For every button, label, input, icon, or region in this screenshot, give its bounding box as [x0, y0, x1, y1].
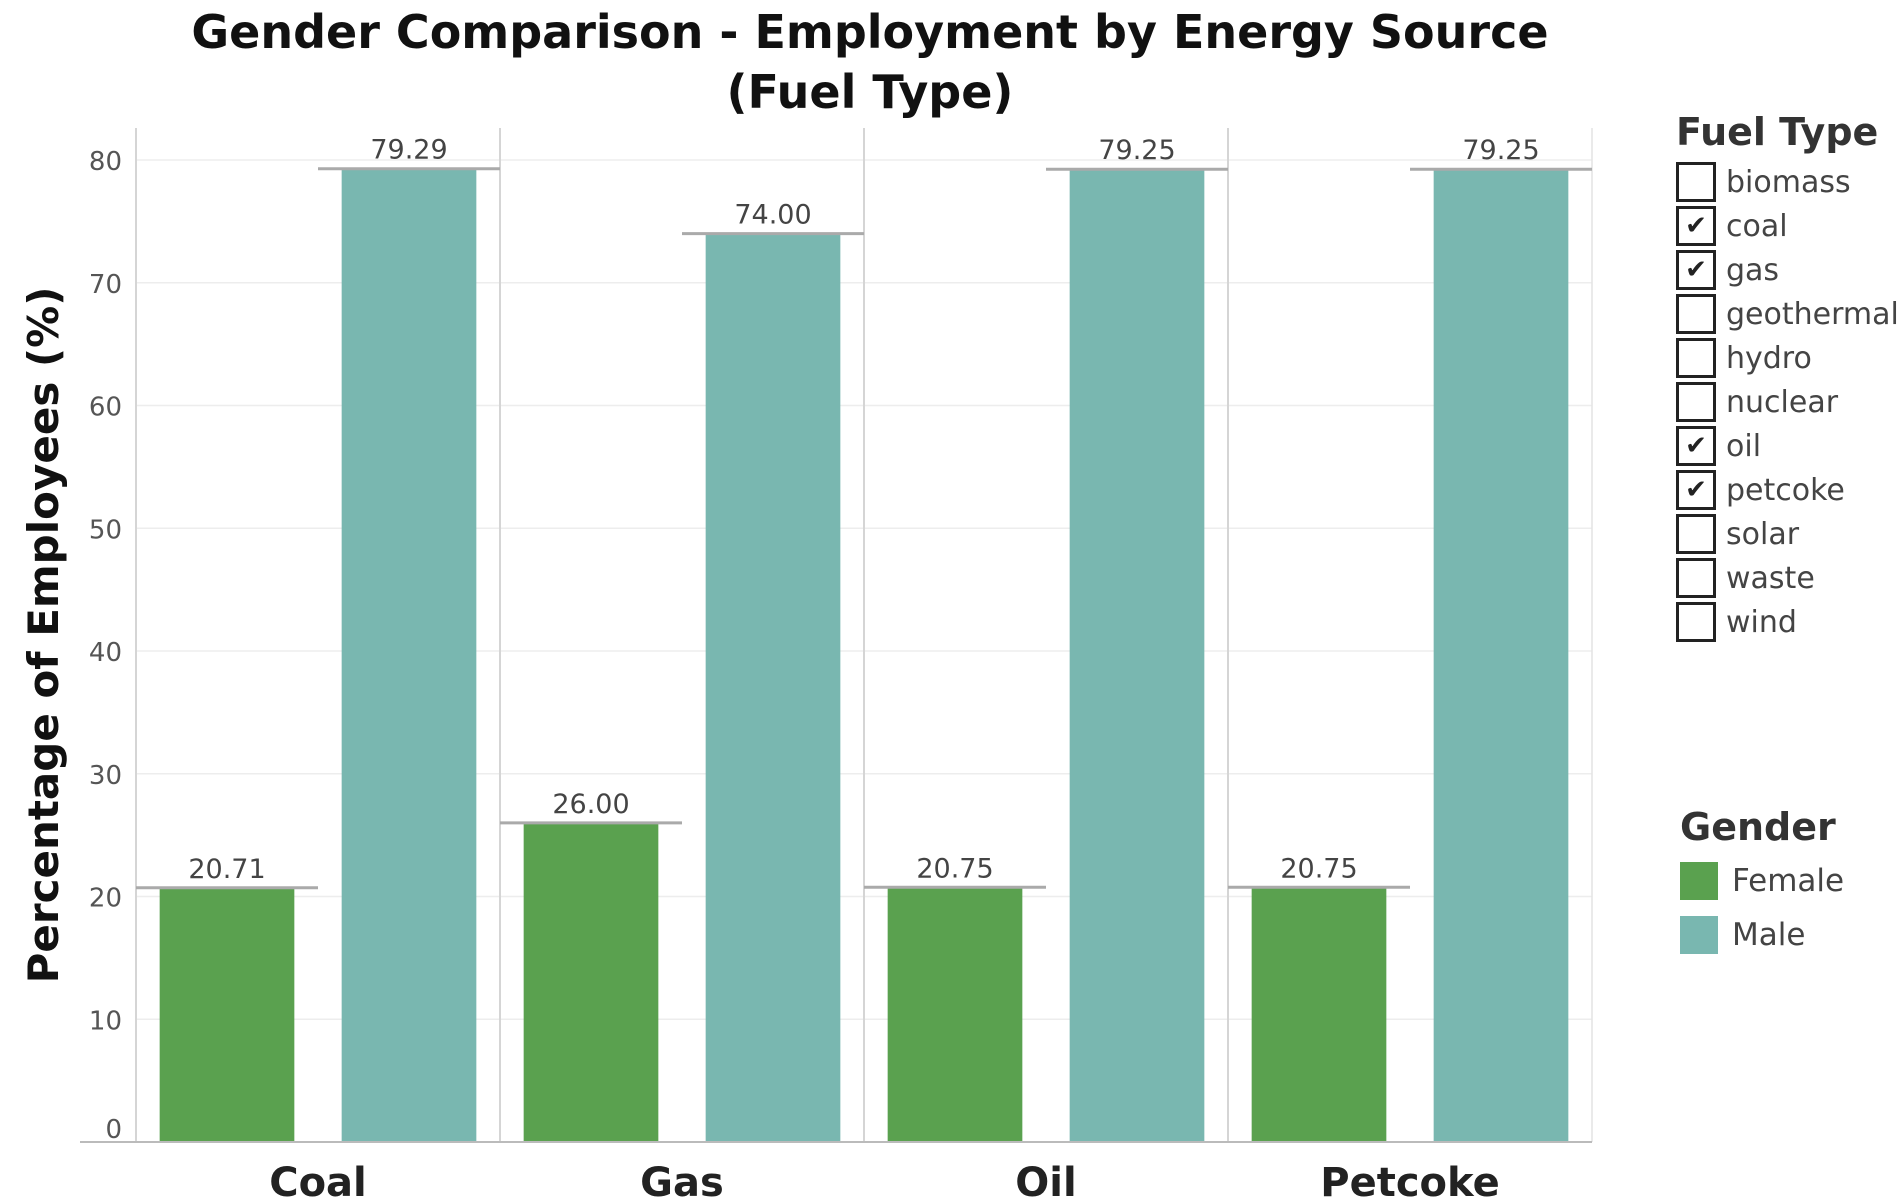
- check-icon: ✔: [1685, 475, 1707, 505]
- data-label: 79.29: [370, 135, 447, 166]
- y-tick-label: 70: [89, 270, 122, 300]
- chart-title-line-1: Gender Comparison - Employment by Energy…: [191, 5, 1549, 59]
- bar-male-oil: [1069, 169, 1205, 1143]
- bar-female-oil: [887, 887, 1023, 1142]
- fuel-type-label: coal: [1726, 208, 1788, 244]
- gender-legend-label: Female: [1732, 863, 1845, 899]
- bar-male-petcoke: [1433, 169, 1569, 1143]
- fuel-type-checkbox[interactable]: [1676, 382, 1716, 422]
- fuel-type-filter-gas[interactable]: ✔ gas: [1676, 248, 1899, 292]
- check-icon: ✔: [1685, 431, 1707, 461]
- y-tick-label: 50: [89, 515, 122, 545]
- fuel-type-label: nuclear: [1726, 384, 1839, 420]
- data-label: 79.25: [1098, 135, 1175, 166]
- fuel-type-checkbox[interactable]: ✔: [1676, 206, 1716, 246]
- chart-title: Gender Comparison - Employment by Energy…: [80, 2, 1660, 122]
- fuel-type-filter-oil[interactable]: ✔ oil: [1676, 424, 1899, 468]
- data-label: 79.25: [1462, 135, 1539, 166]
- y-tick-label: 40: [89, 638, 122, 668]
- y-tick-label: 30: [89, 761, 122, 791]
- fuel-type-filter-solar[interactable]: solar: [1676, 512, 1899, 556]
- data-label: 74.00: [734, 200, 811, 231]
- fuel-type-filter-petcoke[interactable]: ✔ petcoke: [1676, 468, 1899, 512]
- legend-swatch: [1680, 916, 1718, 954]
- fuel-type-checkbox[interactable]: ✔: [1676, 250, 1716, 290]
- data-label: 20.71: [188, 854, 265, 885]
- fuel-type-checkbox[interactable]: [1676, 162, 1716, 202]
- fuel-type-filter-hydro[interactable]: hydro: [1676, 336, 1899, 380]
- fuel-type-filter-geothermal[interactable]: geothermal: [1676, 292, 1899, 336]
- y-tick-label: 80: [89, 147, 122, 177]
- fuel-type-label: wind: [1726, 604, 1797, 640]
- y-tick-label: 60: [89, 393, 122, 423]
- fuel-type-checkbox[interactable]: [1676, 338, 1716, 378]
- fuel-type-label: solar: [1726, 516, 1800, 552]
- fuel-type-checkbox[interactable]: [1676, 294, 1716, 334]
- fuel-type-label: geothermal: [1726, 296, 1899, 332]
- fuel-type-filter-coal[interactable]: ✔ coal: [1676, 204, 1899, 248]
- x-category-label: Petcoke: [1320, 1160, 1499, 1204]
- fuel-type-label: waste: [1726, 560, 1815, 596]
- x-category-label: Oil: [1015, 1160, 1076, 1204]
- legend-swatch: [1680, 862, 1718, 900]
- fuel-type-label: petcoke: [1726, 472, 1845, 508]
- data-label: 20.75: [1280, 853, 1357, 884]
- gender-legend-title: Gender: [1680, 805, 1836, 849]
- fuel-type-label: gas: [1726, 252, 1780, 288]
- fuel-type-checkbox[interactable]: ✔: [1676, 426, 1716, 466]
- y-tick-label: 0: [105, 1115, 122, 1145]
- x-category-label: Coal: [269, 1160, 367, 1204]
- bar-female-coal: [159, 887, 295, 1142]
- x-category-label: Gas: [640, 1160, 724, 1204]
- fuel-type-checkbox[interactable]: [1676, 602, 1716, 642]
- y-axis-title: Percentage of Employees (%): [19, 287, 68, 984]
- fuel-type-label: hydro: [1726, 340, 1812, 376]
- y-tick-label: 10: [89, 1006, 122, 1036]
- data-label: 20.75: [916, 853, 993, 884]
- fuel-type-filter-nuclear[interactable]: nuclear: [1676, 380, 1899, 424]
- bar-chart: 0 10 20 30 40 50 60 70 80 Percentage of Employees…: [19, 128, 1593, 1204]
- fuel-type-filter-wind[interactable]: wind: [1676, 600, 1899, 644]
- bar-male-coal: [341, 168, 477, 1142]
- fuel-type-list: biomass ✔ coal ✔ gas geothermal hydro nuclear ✔ o…: [1676, 160, 1899, 644]
- bar-male-gas: [705, 233, 841, 1142]
- gender-list: Female Male: [1680, 855, 1844, 961]
- gender-legend-label: Male: [1732, 917, 1806, 953]
- fuel-type-label: oil: [1726, 428, 1762, 464]
- chart-title-line-2: (Fuel Type): [726, 65, 1014, 119]
- fuel-type-legend-title: Fuel Type: [1676, 110, 1879, 154]
- fuel-type-checkbox[interactable]: [1676, 558, 1716, 598]
- fuel-type-label: biomass: [1726, 164, 1851, 200]
- fuel-type-checkbox[interactable]: [1676, 514, 1716, 554]
- bar-female-gas: [523, 822, 659, 1142]
- fuel-type-filter-biomass[interactable]: biomass: [1676, 160, 1899, 204]
- fuel-type-checkbox[interactable]: ✔: [1676, 470, 1716, 510]
- gender-legend-item-male: Male: [1680, 909, 1844, 961]
- data-label: 26.00: [552, 789, 629, 820]
- gender-legend-item-female: Female: [1680, 855, 1844, 907]
- gender-legend: Gender Female Male: [1680, 805, 1844, 961]
- check-icon: ✔: [1685, 211, 1707, 241]
- check-icon: ✔: [1685, 255, 1707, 285]
- y-tick-label: 20: [89, 884, 122, 914]
- bar-female-petcoke: [1251, 887, 1387, 1142]
- fuel-type-filter-waste[interactable]: waste: [1676, 556, 1899, 600]
- fuel-type-legend: Fuel Type biomass ✔ coal ✔ gas geothermal hydr…: [1676, 110, 1899, 644]
